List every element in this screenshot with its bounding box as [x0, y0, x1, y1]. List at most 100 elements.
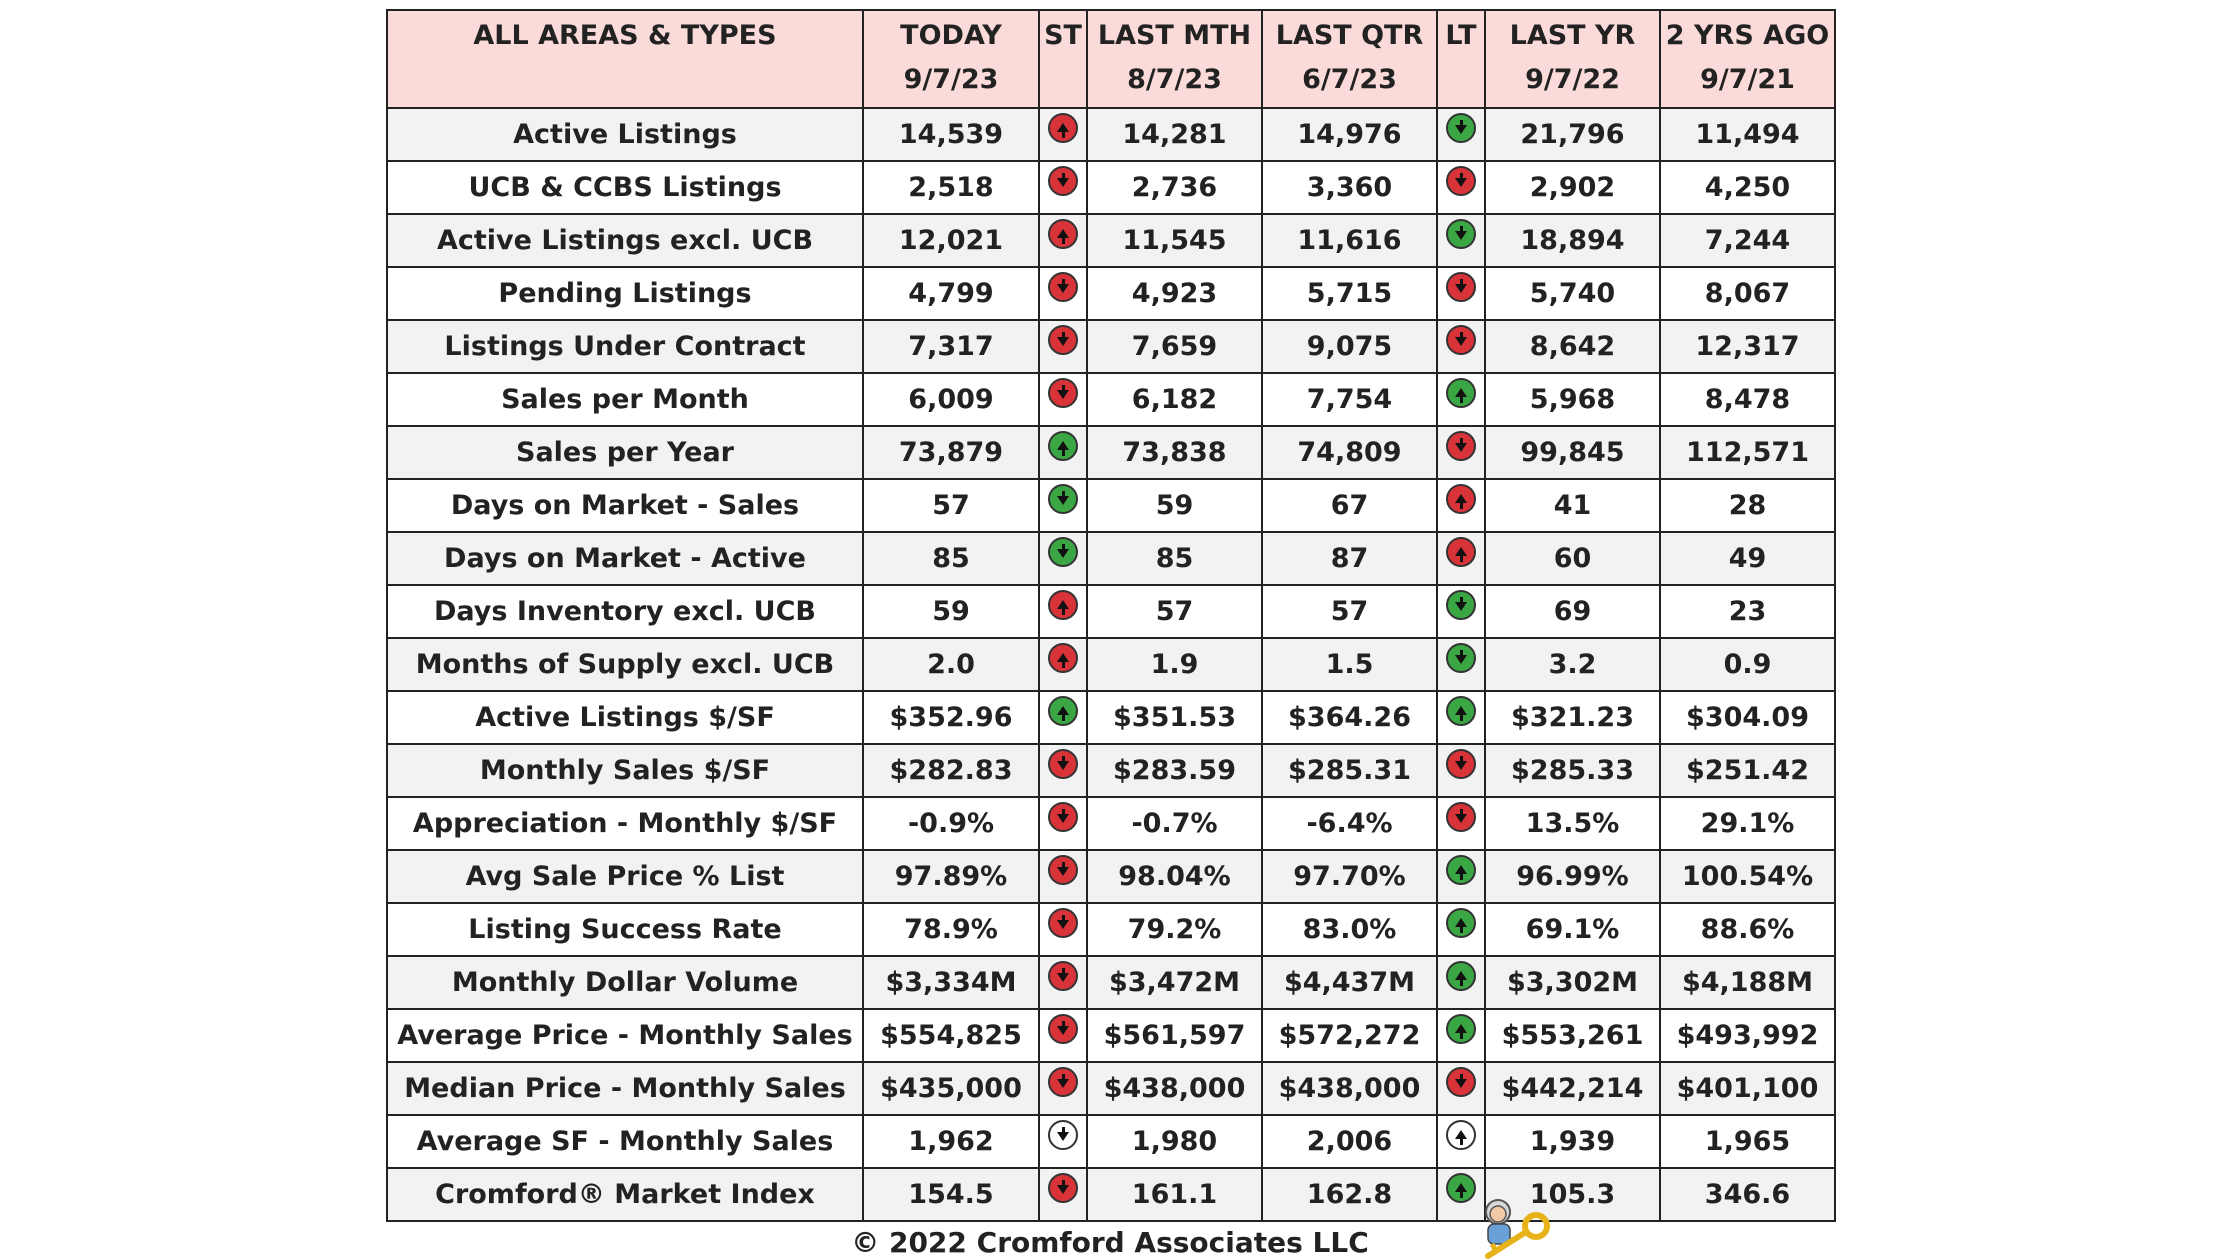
arrow-down-icon: [1048, 908, 1078, 938]
arrow-up-icon: [1446, 537, 1476, 567]
value-today: -0.9%: [862, 796, 1040, 851]
row-label: Average SF - Monthly Sales: [386, 1114, 864, 1169]
value-last-qtr: 57: [1261, 584, 1438, 639]
table-row: Median Price - Monthly Sales $435,000 $438…: [386, 1061, 1836, 1116]
value-last-yr: 3.2: [1484, 637, 1661, 692]
value-last-qtr: 87: [1261, 531, 1438, 586]
value-last-mth: 14,281: [1086, 107, 1263, 162]
value-today: 6,009: [862, 372, 1040, 427]
value-last-qtr: $572,272: [1261, 1008, 1438, 1063]
value-last-qtr: 5,715: [1261, 266, 1438, 321]
value-last-mth: 57: [1086, 584, 1263, 639]
arrow-down-icon: [1446, 166, 1476, 196]
copyright-footer: © 2022 Cromford Associates LLC: [851, 1226, 1369, 1259]
row-label: Average Price - Monthly Sales: [386, 1008, 864, 1063]
row-label: Months of Supply excl. UCB: [386, 637, 864, 692]
lt-trend-cell: [1436, 160, 1486, 215]
value-last-qtr: 67: [1261, 478, 1438, 533]
value-two-yrs-ago: $4,188M: [1659, 955, 1836, 1010]
value-today: 2,518: [862, 160, 1040, 215]
lt-trend-cell: [1436, 266, 1486, 321]
header-today: TODAY 9/7/23: [862, 9, 1040, 109]
row-label: Avg Sale Price % List: [386, 849, 864, 904]
lt-trend-cell: [1436, 213, 1486, 268]
value-last-qtr: 11,616: [1261, 213, 1438, 268]
header-last-mth: LAST MTH 8/7/23: [1086, 9, 1263, 109]
value-last-yr: 105.3: [1484, 1167, 1661, 1222]
table-header-row: ALL AREAS & TYPES TODAY 9/7/23 ST LAST MT…: [386, 9, 1836, 109]
value-last-qtr: $364.26: [1261, 690, 1438, 745]
value-last-qtr: 1.5: [1261, 637, 1438, 692]
value-last-yr: 69.1%: [1484, 902, 1661, 957]
value-last-qtr: $4,437M: [1261, 955, 1438, 1010]
st-trend-cell: [1038, 584, 1088, 639]
value-two-yrs-ago: 8,067: [1659, 266, 1836, 321]
value-two-yrs-ago: 28: [1659, 478, 1836, 533]
arrow-down-icon: [1048, 272, 1078, 302]
value-last-mth: 6,182: [1086, 372, 1263, 427]
st-trend-cell: [1038, 1061, 1088, 1116]
value-last-qtr: 2,006: [1261, 1114, 1438, 1169]
st-trend-cell: [1038, 1167, 1088, 1222]
lt-trend-cell: [1436, 955, 1486, 1010]
table-row: Active Listings $/SF $352.96 $351.53 $364.2…: [386, 690, 1836, 745]
arrow-up-icon: [1048, 590, 1078, 620]
value-two-yrs-ago: 12,317: [1659, 319, 1836, 374]
lt-trend-cell: [1436, 637, 1486, 692]
value-last-yr: $553,261: [1484, 1008, 1661, 1063]
row-label: Monthly Dollar Volume: [386, 955, 864, 1010]
value-today: $352.96: [862, 690, 1040, 745]
st-trend-cell: [1038, 372, 1088, 427]
arrow-down-icon: [1446, 590, 1476, 620]
row-label: Days Inventory excl. UCB: [386, 584, 864, 639]
st-trend-cell: [1038, 213, 1088, 268]
value-last-qtr: 3,360: [1261, 160, 1438, 215]
table-row: UCB & CCBS Listings 2,518 2,736 3,360 2,902 4…: [386, 160, 1836, 215]
value-today: 14,539: [862, 107, 1040, 162]
value-last-qtr: 97.70%: [1261, 849, 1438, 904]
table-row: Appreciation - Monthly $/SF -0.9% -0.7% -6.…: [386, 796, 1836, 851]
value-last-mth: 73,838: [1086, 425, 1263, 480]
st-trend-cell: [1038, 743, 1088, 798]
lt-trend-cell: [1436, 902, 1486, 957]
value-two-yrs-ago: 7,244: [1659, 213, 1836, 268]
arrow-up-icon: [1446, 378, 1476, 408]
value-today: 1,962: [862, 1114, 1040, 1169]
value-today: 78.9%: [862, 902, 1040, 957]
arrow-down-icon: [1446, 749, 1476, 779]
table-row: Listings Under Contract 7,317 7,659 9,075 8,…: [386, 319, 1836, 374]
value-last-mth: $561,597: [1086, 1008, 1263, 1063]
table-row: Average Price - Monthly Sales $554,825 $56…: [386, 1008, 1836, 1063]
table-row: Active Listings excl. UCB 12,021 11,545 11,…: [386, 213, 1836, 268]
arrow-up-icon: [1048, 431, 1078, 461]
row-label: Listing Success Rate: [386, 902, 864, 957]
row-label: Sales per Month: [386, 372, 864, 427]
arrow-down-icon: [1048, 537, 1078, 567]
table-row: Active Listings 14,539 14,281 14,976 21,796 1…: [386, 107, 1836, 162]
lt-trend-cell: [1436, 849, 1486, 904]
value-two-yrs-ago: $401,100: [1659, 1061, 1836, 1116]
row-label: Active Listings $/SF: [386, 690, 864, 745]
st-trend-cell: [1038, 1008, 1088, 1063]
row-label: Appreciation - Monthly $/SF: [386, 796, 864, 851]
value-last-yr: $285.33: [1484, 743, 1661, 798]
arrow-up-icon: [1446, 696, 1476, 726]
mascot-with-key-icon: [1485, 1199, 1550, 1259]
value-last-qtr: 162.8: [1261, 1167, 1438, 1222]
value-last-qtr: 14,976: [1261, 107, 1438, 162]
lt-trend-cell: [1436, 531, 1486, 586]
value-last-mth: $283.59: [1086, 743, 1263, 798]
value-last-mth: $351.53: [1086, 690, 1263, 745]
value-last-yr: $321.23: [1484, 690, 1661, 745]
value-last-yr: 8,642: [1484, 319, 1661, 374]
arrow-up-icon: [1446, 961, 1476, 991]
st-trend-cell: [1038, 107, 1088, 162]
value-two-yrs-ago: $493,992: [1659, 1008, 1836, 1063]
value-today: 85: [862, 531, 1040, 586]
row-label: Listings Under Contract: [386, 319, 864, 374]
st-trend-cell: [1038, 796, 1088, 851]
value-last-yr: 96.99%: [1484, 849, 1661, 904]
row-label: Active Listings: [386, 107, 864, 162]
value-two-yrs-ago: 1,965: [1659, 1114, 1836, 1169]
st-trend-cell: [1038, 425, 1088, 480]
